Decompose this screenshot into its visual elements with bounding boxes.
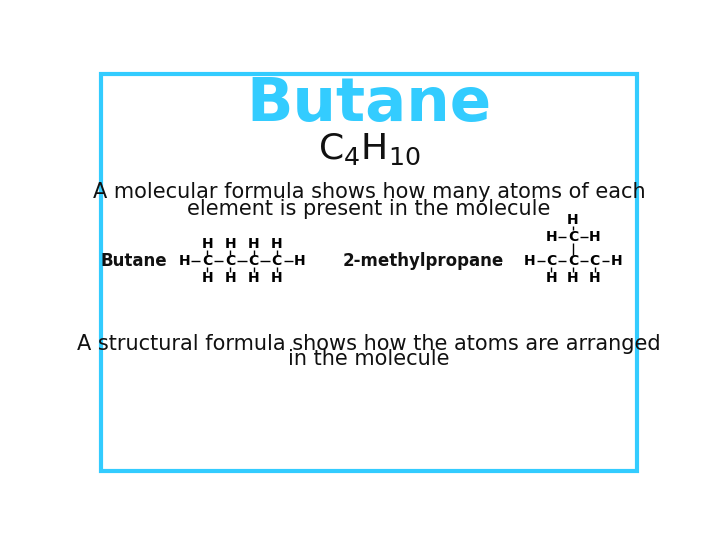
Text: 2-methylpropane: 2-methylpropane xyxy=(342,252,503,270)
Text: element is present in the molecule: element is present in the molecule xyxy=(187,199,551,219)
Text: A structural formula shows how the atoms are arranged: A structural formula shows how the atoms… xyxy=(77,334,661,354)
Text: H: H xyxy=(567,271,579,285)
Text: C: C xyxy=(568,254,578,268)
Text: C: C xyxy=(225,254,235,268)
Text: H: H xyxy=(225,237,236,251)
Text: H: H xyxy=(589,230,600,244)
FancyBboxPatch shape xyxy=(101,74,637,471)
Text: C: C xyxy=(590,254,600,268)
Text: A molecular formula shows how many atoms of each: A molecular formula shows how many atoms… xyxy=(93,182,645,202)
Text: H: H xyxy=(589,271,600,285)
Text: H: H xyxy=(202,237,213,251)
Text: Butane: Butane xyxy=(101,252,168,270)
Text: H: H xyxy=(294,254,305,268)
Text: C: C xyxy=(546,254,557,268)
Text: H: H xyxy=(225,271,236,285)
Text: C: C xyxy=(248,254,258,268)
Text: C: C xyxy=(568,230,578,244)
Text: Butane: Butane xyxy=(246,76,492,134)
Text: H: H xyxy=(271,271,282,285)
Text: C: C xyxy=(202,254,212,268)
Text: H: H xyxy=(248,237,259,251)
Text: H: H xyxy=(546,271,557,285)
Text: in the molecule: in the molecule xyxy=(288,349,450,369)
Text: $\mathrm{C_4H_{10}}$: $\mathrm{C_4H_{10}}$ xyxy=(318,132,420,167)
Text: H: H xyxy=(202,271,213,285)
Text: H: H xyxy=(248,271,259,285)
Text: H: H xyxy=(524,254,536,268)
Text: H: H xyxy=(567,213,579,227)
Text: H: H xyxy=(611,254,622,268)
Text: H: H xyxy=(546,230,557,244)
Text: C: C xyxy=(271,254,282,268)
Text: H: H xyxy=(179,254,190,268)
Text: H: H xyxy=(271,237,282,251)
